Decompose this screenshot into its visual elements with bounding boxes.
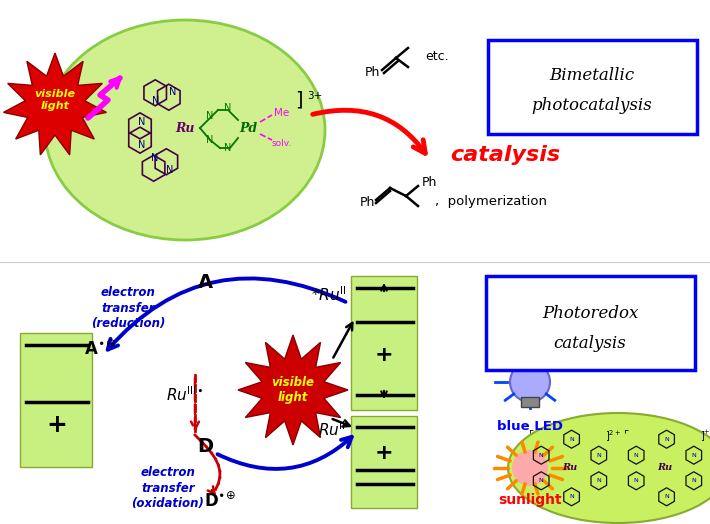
Text: Ph: Ph	[422, 177, 437, 190]
Text: +: +	[375, 345, 393, 365]
Text: A$^{\bullet}$$^{\ominus}$: A$^{\bullet}$$^{\ominus}$	[84, 341, 116, 359]
Text: +: +	[375, 443, 393, 463]
Text: sunlight: sunlight	[498, 493, 562, 507]
Text: N: N	[692, 478, 697, 483]
Text: N: N	[224, 143, 231, 153]
FancyBboxPatch shape	[20, 333, 92, 467]
FancyBboxPatch shape	[351, 276, 417, 410]
Text: Pd: Pd	[239, 122, 257, 135]
Text: $\it{Ru}$$^{\rm{II}}$: $\it{Ru}$$^{\rm{II}}$	[318, 421, 346, 439]
Text: D: D	[197, 438, 213, 456]
Text: $\it{Ru}$$^{\rm{III}}$$^{\bullet}$: $\it{Ru}$$^{\rm{III}}$$^{\bullet}$	[166, 386, 204, 405]
Text: catalysis: catalysis	[554, 334, 626, 352]
Text: N: N	[138, 117, 146, 127]
Text: $*$$\it{Ru}$$^{\rm{II}}$: $*$$\it{Ru}$$^{\rm{II}}$	[311, 286, 346, 304]
Text: N: N	[596, 453, 601, 457]
Text: visible: visible	[271, 376, 315, 388]
Text: ,  polymerization: , polymerization	[435, 195, 547, 209]
FancyBboxPatch shape	[488, 40, 697, 134]
FancyBboxPatch shape	[521, 397, 539, 407]
Text: N: N	[665, 494, 669, 499]
Text: N: N	[634, 478, 638, 483]
Text: N: N	[169, 87, 177, 97]
Text: visible
light: visible light	[35, 89, 75, 111]
Ellipse shape	[45, 20, 325, 240]
Text: D$^{\bullet}$$^{\oplus}$: D$^{\bullet}$$^{\oplus}$	[204, 493, 236, 511]
Text: N: N	[692, 453, 697, 457]
Text: etc.: etc.	[425, 50, 449, 63]
Text: N: N	[224, 103, 231, 113]
Text: Ru: Ru	[175, 122, 195, 135]
Text: light: light	[278, 390, 308, 403]
Text: N: N	[166, 165, 174, 175]
FancyBboxPatch shape	[351, 416, 417, 508]
Text: catalysis: catalysis	[450, 145, 560, 165]
Text: Me: Me	[274, 108, 289, 118]
Text: N: N	[665, 436, 669, 442]
Text: Ph: Ph	[360, 195, 375, 209]
Text: N: N	[539, 453, 544, 457]
Polygon shape	[238, 335, 348, 445]
Text: N: N	[569, 436, 574, 442]
Text: N: N	[153, 96, 160, 106]
Circle shape	[512, 450, 548, 486]
Text: +: +	[47, 413, 67, 437]
Text: electron
transfer
(reduction): electron transfer (reduction)	[91, 286, 165, 331]
Text: N: N	[207, 135, 214, 145]
Text: N: N	[138, 140, 146, 150]
Text: N: N	[634, 453, 638, 457]
Circle shape	[510, 362, 550, 402]
FancyBboxPatch shape	[486, 276, 695, 370]
Text: $\ulcorner$: $\ulcorner$	[528, 428, 535, 438]
Text: blue LED: blue LED	[497, 420, 563, 433]
Text: photocatalysis: photocatalysis	[532, 96, 652, 114]
Text: Ru: Ru	[562, 464, 578, 473]
Text: ]$^{+}$: ]$^{+}$	[700, 429, 710, 443]
Text: solv.: solv.	[272, 138, 293, 147]
Text: ]$^{2+}$: ]$^{2+}$	[605, 428, 622, 444]
Text: N: N	[151, 153, 159, 163]
Text: Bimetallic: Bimetallic	[550, 67, 635, 83]
Text: N: N	[539, 478, 544, 483]
Ellipse shape	[508, 413, 710, 523]
Text: ]: ]	[295, 91, 302, 110]
Text: N: N	[569, 494, 574, 499]
Text: electron
transfer
(oxidation): electron transfer (oxidation)	[131, 465, 204, 510]
Text: N: N	[207, 111, 214, 121]
Polygon shape	[4, 53, 106, 155]
Text: Photoredox: Photoredox	[542, 304, 638, 322]
Text: Ru: Ru	[657, 464, 672, 473]
Text: Ph: Ph	[365, 66, 380, 79]
Text: 3+: 3+	[307, 91, 322, 101]
Text: N: N	[596, 478, 601, 483]
Text: $\ulcorner$: $\ulcorner$	[623, 428, 630, 438]
Text: A: A	[197, 272, 212, 291]
